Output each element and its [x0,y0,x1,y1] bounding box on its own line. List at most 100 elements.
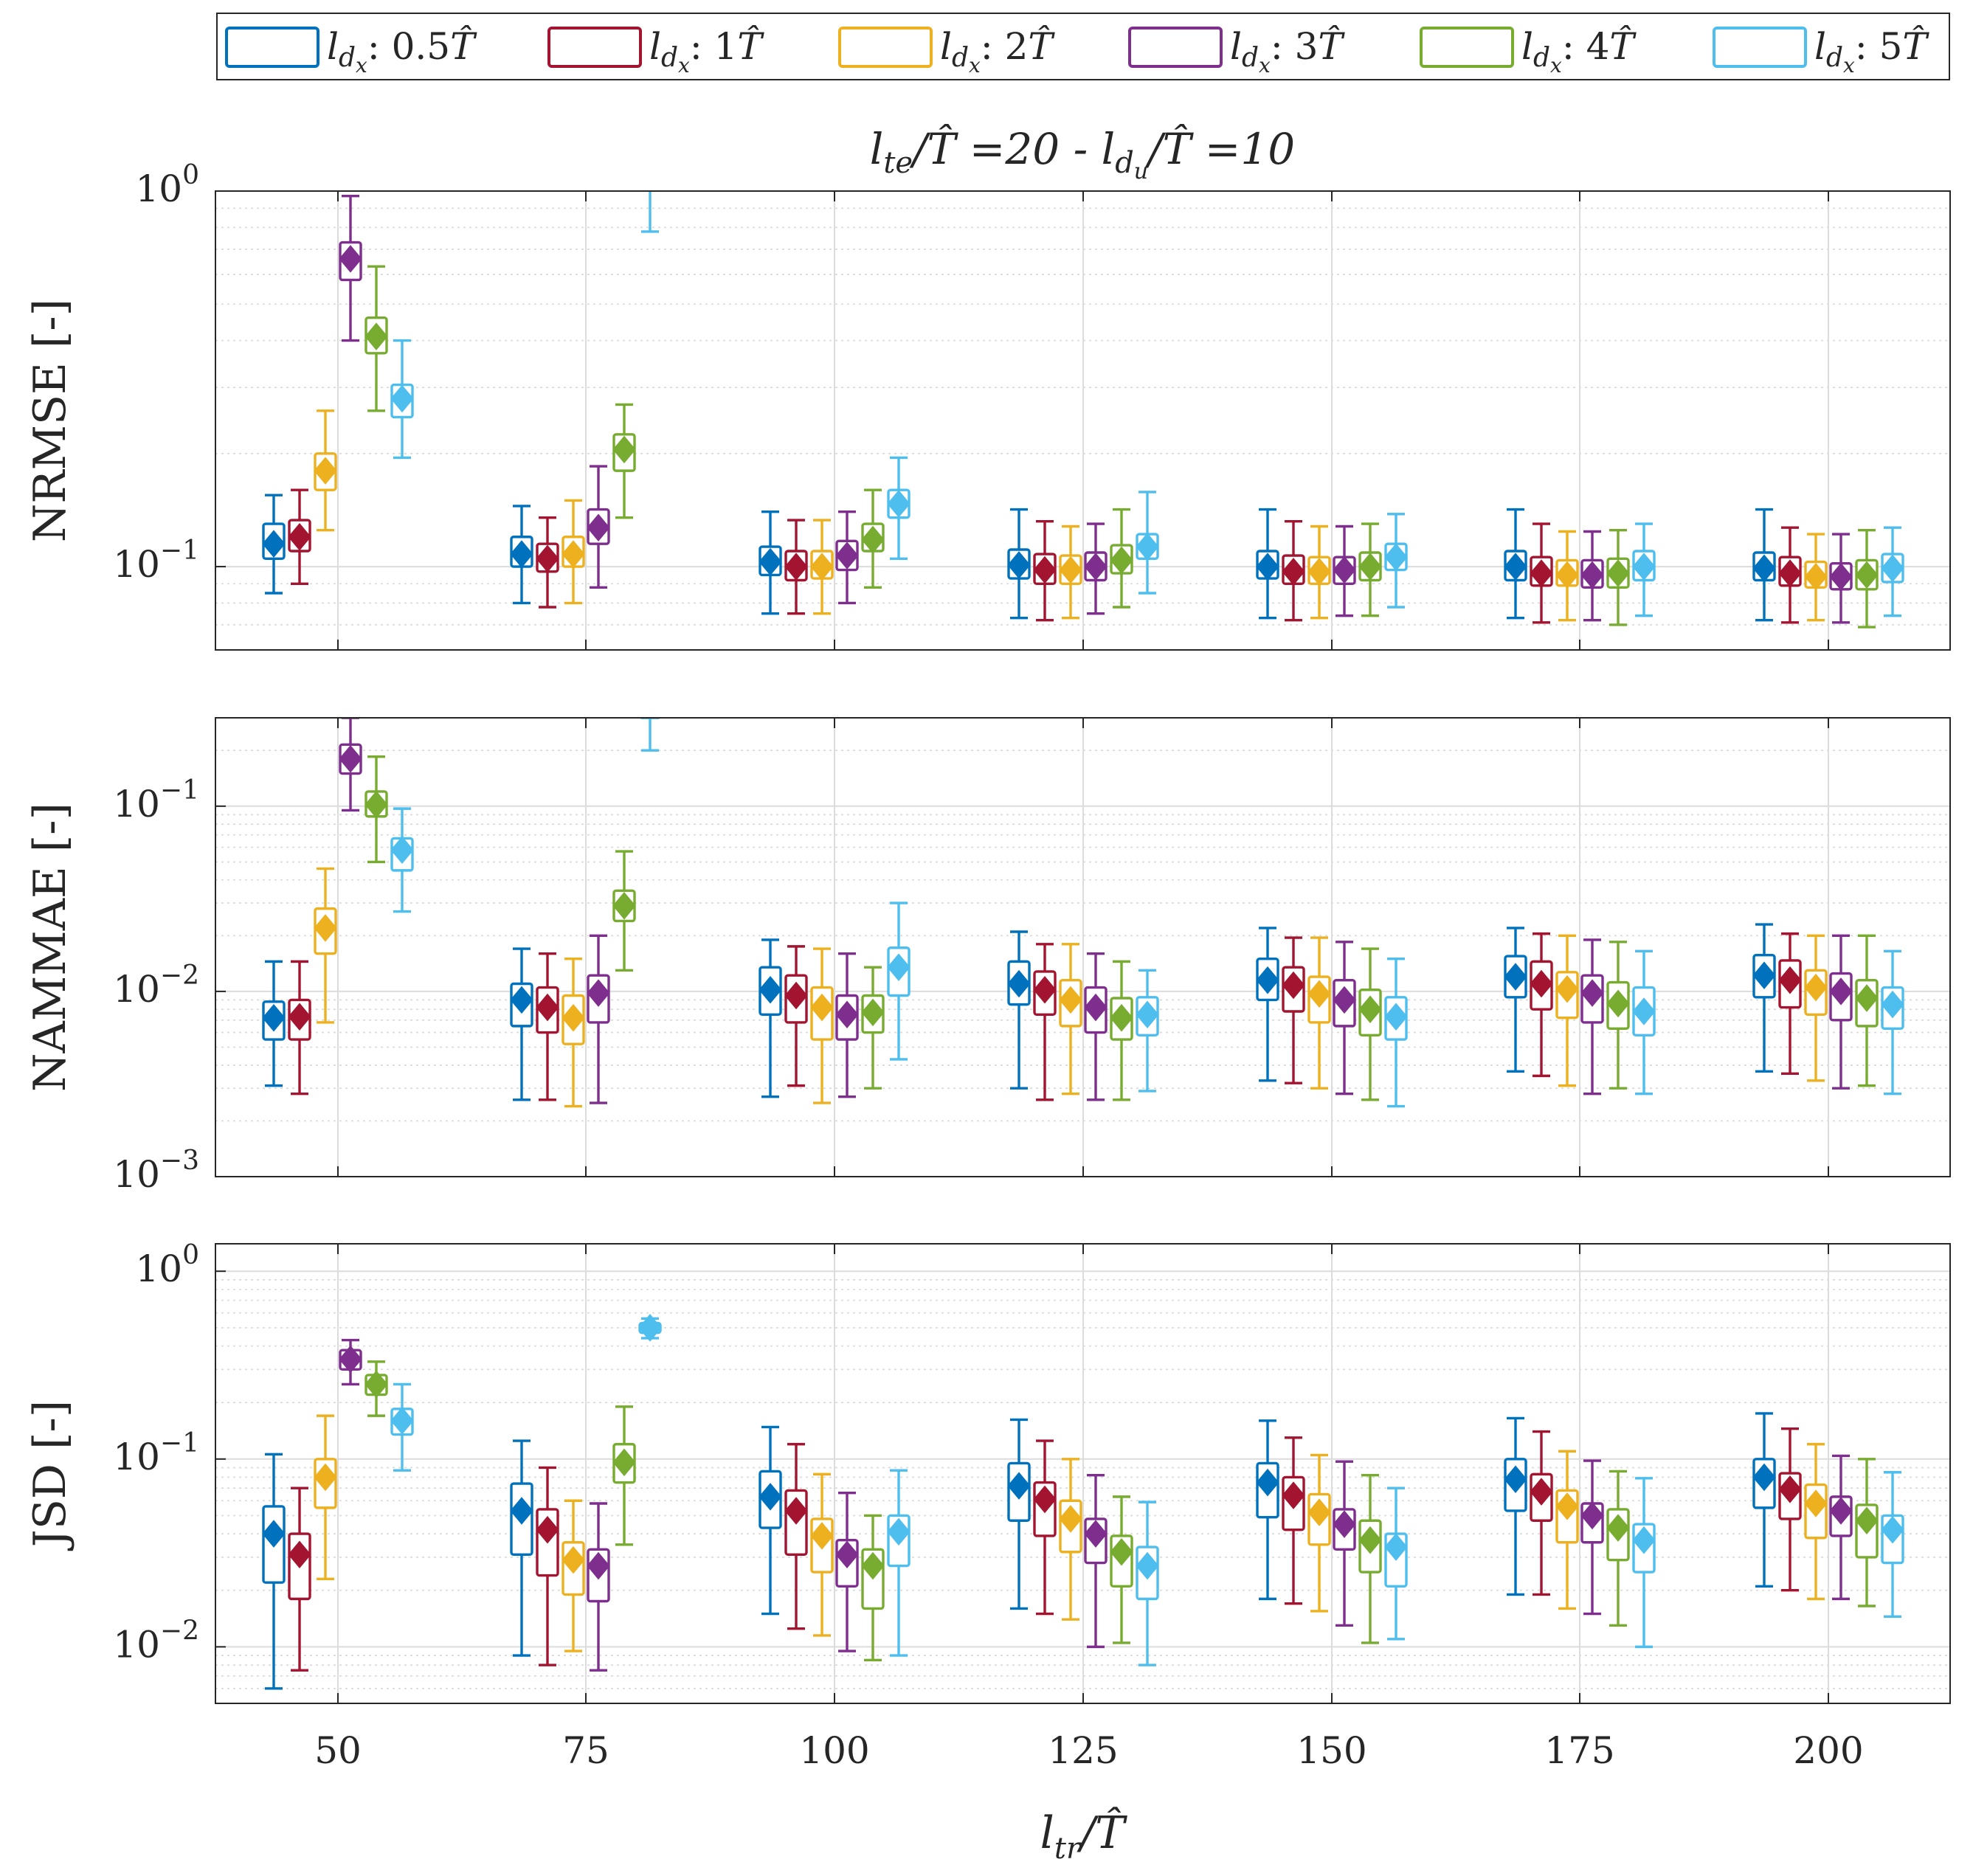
box-1-7 [1752,1412,1776,1588]
median-marker [1007,1472,1031,1500]
title-sub-d: d [1115,146,1134,180]
median-marker [1110,546,1133,575]
median-marker [1307,980,1331,1008]
legend-value: 3 [1295,25,1319,68]
box-2-6 [1530,522,1553,624]
median-marker [835,1540,859,1569]
box-4-6 [1580,1459,1604,1616]
median-marker [1752,1463,1776,1492]
median-marker [612,435,636,464]
box-1-5 [1256,508,1279,620]
box-4-2 [587,934,610,1104]
box-5-3 [861,1514,885,1662]
median-marker [1282,558,1305,586]
legend-item-5: ldx: 4T̂ [1420,24,1637,77]
median-marker [1881,1515,1904,1544]
box-5-2 [612,403,636,519]
series-marks [262,1314,1904,1690]
legend-l: l [1230,25,1242,68]
box-5-5 [1358,522,1382,617]
box-5-4 [1110,960,1133,1101]
median-marker [1256,553,1279,581]
median-marker [339,245,362,273]
box-1-4 [1007,1418,1031,1610]
median-marker [314,1463,337,1492]
title-text: lte/T̂ =20 - ldu/T̂ =10 [870,123,1295,184]
box-3-3 [810,519,834,615]
legend-swatch [838,27,933,68]
series-3 [314,867,1828,1108]
legend-label: ldx: 2T̂ [940,24,1055,77]
median-marker [1829,562,1853,591]
median-marker [1881,554,1904,583]
box-5-3 [861,488,885,589]
box-3-4 [1059,1458,1082,1621]
median-marker [1333,986,1356,1014]
median-marker [887,953,911,981]
median-marker [288,1540,311,1569]
y-tick-label: 100 [135,160,199,210]
chart-title: lte/T̂ =20 - ldu/T̂ =10 [870,123,1295,184]
box-1-6 [1504,508,1527,620]
box-2-4 [1033,519,1057,622]
legend-that: T̂ [1318,24,1345,68]
median-marker [1504,1465,1527,1494]
series-marks [262,718,1904,1108]
median-marker [639,148,661,175]
box-6-3 [887,456,911,560]
median-marker [1555,1492,1579,1520]
y-tick-label: 10−2 [113,961,199,1011]
box-2-2 [536,1466,559,1666]
legend-item-1: ldx: 0.5T̂ [225,24,477,77]
median-marker [1358,553,1382,581]
tick-exponent: −3 [160,1146,199,1176]
box-1-1 [262,494,286,595]
box-2-1 [288,960,311,1096]
series-1 [262,923,1776,1101]
legend-frame [216,13,1950,80]
box-6-2 [639,148,661,233]
median-marker [1580,1501,1604,1530]
box-3-2 [562,1499,585,1652]
tick-base: 10 [135,167,182,210]
series-6 [390,1314,1904,1666]
series-2 [288,488,1802,624]
median-marker [1504,963,1527,991]
median-marker [1136,533,1159,561]
box-5-4 [1110,508,1133,609]
median-marker [510,1497,533,1525]
box-4-7 [1829,934,1853,1090]
median-marker [510,540,533,568]
box-6-4 [1136,491,1159,595]
title-subsub-u: u [1134,159,1148,184]
median-marker [1752,554,1776,583]
tick-exponent: −2 [160,1616,199,1646]
box-1-3 [759,510,782,615]
tick-exponent: −1 [160,536,199,566]
box-1-5 [1256,927,1279,1082]
median-marker [1632,553,1656,581]
median-marker [810,993,834,1022]
median-marker [1855,561,1879,589]
legend-subsub-x: x [969,53,981,77]
legend-subsub-x: x [356,53,367,77]
box-4-6 [1580,530,1604,622]
xlabel-end: /T̂ [1077,1807,1127,1859]
median-marker [810,1522,834,1550]
box-1-4 [1007,508,1031,620]
legend-sep: : [367,25,392,68]
box-3-7 [1804,533,1828,622]
box-6-5 [1384,1486,1408,1641]
median-marker [1007,969,1031,998]
box-2-5 [1282,936,1305,1084]
box-1-3 [759,1425,782,1616]
box-4-4 [1084,1474,1108,1649]
y-tick-label: 10−1 [113,536,199,586]
box-4-5 [1333,941,1356,1096]
median-marker [1110,1537,1133,1566]
median-marker [262,530,286,558]
legend-swatch [1420,27,1514,68]
